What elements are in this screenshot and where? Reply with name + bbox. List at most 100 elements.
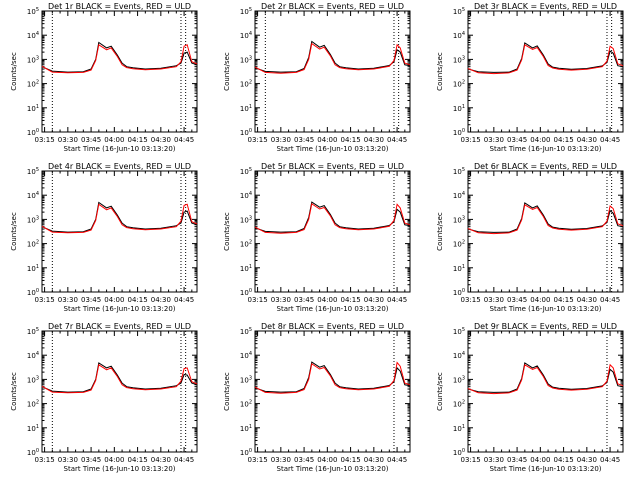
y-tick-label: 103 (240, 375, 252, 384)
x-tick-label: 03:30 (271, 456, 291, 464)
series-line-events (467, 362, 624, 393)
x-axis-label: Start Time (16-Jun-10 03:13:20) (490, 465, 602, 473)
x-tick-label: 04:00 (530, 136, 550, 144)
y-tick-label: 102 (240, 80, 252, 89)
y-tick-label: 104 (240, 351, 252, 360)
plot-frame (41, 170, 198, 293)
y-tick-label: 104 (27, 351, 39, 360)
x-tick-label: 03:45 (507, 296, 527, 304)
y-tick-label: 103 (240, 55, 252, 64)
x-tick-label: 04:00 (104, 136, 124, 144)
y-tick-label: 101 (240, 104, 252, 113)
series-line-events (467, 42, 624, 73)
y-tick-label: 102 (453, 80, 465, 89)
y-tick-label: 105 (27, 327, 39, 336)
x-tick-label: 04:30 (577, 296, 597, 304)
x-tick-label: 03:15 (460, 296, 480, 304)
y-tick-label: 105 (27, 167, 39, 176)
x-axis-label: Start Time (16-Jun-10 03:13:20) (64, 465, 176, 473)
x-tick-label: 03:45 (507, 456, 527, 464)
chart-title: Det 7r BLACK = Events, RED = ULD (48, 322, 191, 331)
y-tick-label: 102 (453, 240, 465, 249)
x-tick-label: 03:15 (34, 136, 54, 144)
series-line-uld (467, 363, 624, 395)
x-tick-label: 04:15 (127, 136, 147, 144)
x-tick-label: 04:30 (151, 296, 171, 304)
series-line-uld (254, 202, 411, 234)
y-tick-label: 102 (240, 240, 252, 249)
x-tick-label: 04:00 (317, 296, 337, 304)
y-tick-label: 101 (453, 424, 465, 433)
y-axis-label: Counts/sec (223, 372, 231, 411)
x-tick-label: 03:45 (81, 296, 101, 304)
chart-title: Det 6r BLACK = Events, RED = ULD (474, 162, 617, 171)
x-tick-label: 04:45 (387, 456, 407, 464)
chart-panel-4: Det 4r BLACK = Events, RED = ULD 100 101 10… (10, 162, 198, 313)
y-tick-label: 104 (453, 31, 465, 40)
x-tick-label: 04:15 (553, 296, 573, 304)
y-tick-label: 102 (27, 400, 39, 409)
chart-panel-2: Det 2r BLACK = Events, RED = ULD 100 101 10… (223, 2, 411, 153)
y-tick-label: 105 (453, 167, 465, 176)
y-tick-label: 100 (27, 128, 39, 137)
y-axis-label: Counts/sec (436, 372, 444, 411)
y-tick-label: 102 (27, 240, 39, 249)
series-line-uld (41, 203, 198, 234)
plot-frame (254, 10, 411, 133)
chart-panel-3: Det 3r BLACK = Events, RED = ULD 100 101 10… (436, 2, 624, 153)
series-line-uld (41, 363, 198, 394)
chart-panel-9: Det 9r BLACK = Events, RED = ULD 100 101 10… (436, 322, 624, 473)
y-tick-label: 103 (27, 55, 39, 64)
x-axis-label: Start Time (16-Jun-10 03:13:20) (490, 305, 602, 313)
x-tick-label: 04:00 (317, 456, 337, 464)
x-tick-label: 04:30 (577, 456, 597, 464)
chart-panel-7: Det 7r BLACK = Events, RED = ULD 100 101 10… (10, 322, 198, 473)
x-tick-label: 04:15 (127, 296, 147, 304)
x-tick-label: 04:30 (364, 136, 384, 144)
y-axis-label: Counts/sec (10, 372, 18, 411)
y-tick-label: 102 (27, 80, 39, 89)
series-line-uld (41, 43, 198, 74)
y-tick-label: 101 (453, 104, 465, 113)
chart-title: Det 3r BLACK = Events, RED = ULD (474, 2, 617, 11)
y-tick-label: 100 (240, 128, 252, 137)
x-tick-label: 03:15 (460, 136, 480, 144)
y-tick-label: 104 (240, 191, 252, 200)
y-tick-label: 100 (27, 448, 39, 457)
x-tick-label: 03:45 (81, 136, 101, 144)
y-tick-label: 103 (27, 375, 39, 384)
x-tick-label: 03:30 (58, 296, 78, 304)
chart-title: Det 2r BLACK = Events, RED = ULD (261, 2, 404, 11)
y-tick-label: 103 (240, 215, 252, 224)
y-tick-label: 104 (453, 351, 465, 360)
x-tick-label: 03:30 (58, 136, 78, 144)
x-tick-label: 04:30 (577, 136, 597, 144)
plot-frame (467, 330, 624, 453)
y-tick-label: 105 (240, 327, 252, 336)
x-tick-label: 04:15 (127, 456, 147, 464)
y-tick-label: 100 (240, 448, 252, 457)
x-tick-label: 04:45 (600, 456, 620, 464)
chart-title: Det 8r BLACK = Events, RED = ULD (261, 322, 404, 331)
x-tick-label: 04:30 (151, 136, 171, 144)
y-tick-label: 104 (27, 31, 39, 40)
series-line-events (254, 40, 411, 73)
y-axis-label: Counts/sec (10, 52, 18, 91)
x-tick-label: 04:15 (340, 296, 360, 304)
y-tick-label: 105 (453, 327, 465, 336)
chart-panel-1: Det 1r BLACK = Events, RED = ULD 100 101 10… (10, 2, 198, 153)
chart-title: Det 9r BLACK = Events, RED = ULD (474, 322, 617, 331)
y-tick-label: 101 (453, 264, 465, 273)
x-tick-label: 04:45 (174, 296, 194, 304)
y-tick-label: 101 (240, 424, 252, 433)
chart-panel-6: Det 6r BLACK = Events, RED = ULD 100 101 10… (436, 162, 624, 313)
x-tick-label: 03:30 (271, 136, 291, 144)
x-tick-label: 04:45 (600, 136, 620, 144)
x-tick-label: 04:00 (530, 456, 550, 464)
series-line-events (41, 362, 198, 393)
y-tick-label: 105 (240, 7, 252, 16)
x-tick-label: 03:30 (484, 296, 504, 304)
plot-frame (41, 330, 198, 453)
x-tick-label: 03:45 (294, 456, 314, 464)
x-tick-label: 03:45 (81, 456, 101, 464)
